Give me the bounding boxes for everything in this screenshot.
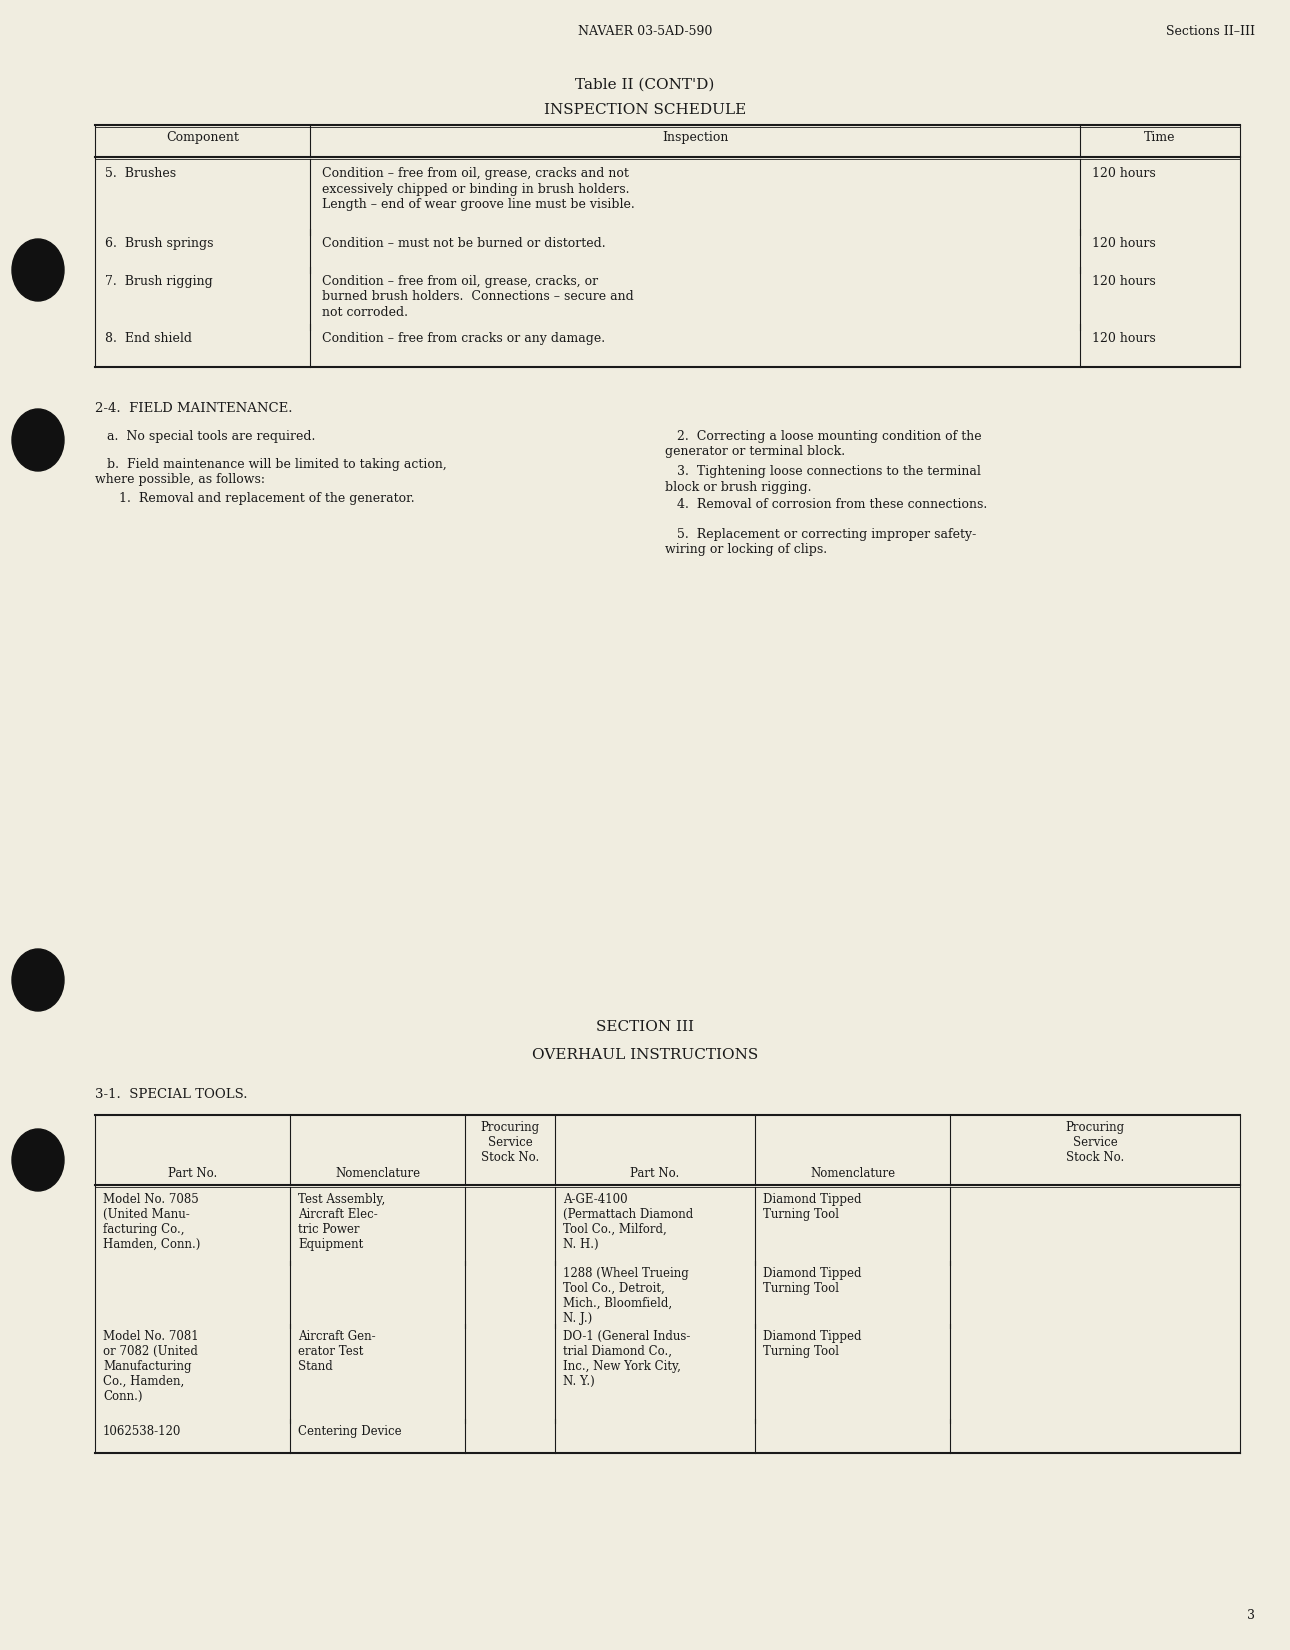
Text: erator Test: erator Test xyxy=(298,1345,364,1358)
Text: Test Assembly,: Test Assembly, xyxy=(298,1193,386,1206)
Text: Manufacturing: Manufacturing xyxy=(103,1360,191,1373)
Text: 1.  Removal and replacement of the generator.: 1. Removal and replacement of the genera… xyxy=(95,492,414,505)
Text: Turning Tool: Turning Tool xyxy=(762,1208,838,1221)
Ellipse shape xyxy=(12,239,64,300)
Text: Model No. 7085: Model No. 7085 xyxy=(103,1193,199,1206)
Text: wiring or locking of clips.: wiring or locking of clips. xyxy=(666,543,827,556)
Text: tric Power: tric Power xyxy=(298,1223,360,1236)
Ellipse shape xyxy=(12,949,64,1011)
Text: Length – end of wear groove line must be visible.: Length – end of wear groove line must be… xyxy=(322,198,635,211)
Text: Condition – free from oil, grease, cracks and not: Condition – free from oil, grease, crack… xyxy=(322,167,630,180)
Text: Conn.): Conn.) xyxy=(103,1389,142,1402)
Text: Co., Hamden,: Co., Hamden, xyxy=(103,1374,184,1388)
Text: A-GE-4100: A-GE-4100 xyxy=(562,1193,628,1206)
Text: SECTION III: SECTION III xyxy=(596,1020,694,1035)
Text: Procuring
Service
Stock No.: Procuring Service Stock No. xyxy=(1066,1120,1125,1163)
Text: 1062538-120: 1062538-120 xyxy=(103,1426,182,1439)
Text: Diamond Tipped: Diamond Tipped xyxy=(762,1330,862,1343)
Text: 5.  Brushes: 5. Brushes xyxy=(104,167,177,180)
Text: Aircraft Gen-: Aircraft Gen- xyxy=(298,1330,375,1343)
Text: 4.  Removal of corrosion from these connections.: 4. Removal of corrosion from these conne… xyxy=(666,498,987,512)
Text: NAVAER 03-5AD-590: NAVAER 03-5AD-590 xyxy=(578,25,712,38)
Text: Model No. 7081: Model No. 7081 xyxy=(103,1330,199,1343)
Text: Aircraft Elec-: Aircraft Elec- xyxy=(298,1208,378,1221)
Text: N. J.): N. J.) xyxy=(562,1312,592,1325)
Text: Inspection: Inspection xyxy=(662,130,728,144)
Text: generator or terminal block.: generator or terminal block. xyxy=(666,446,845,459)
Text: trial Diamond Co.,: trial Diamond Co., xyxy=(562,1345,672,1358)
Text: Nomenclature: Nomenclature xyxy=(335,1167,421,1180)
Text: Procuring
Service
Stock No.: Procuring Service Stock No. xyxy=(480,1120,539,1163)
Text: 2.  Correcting a loose mounting condition of the: 2. Correcting a loose mounting condition… xyxy=(666,431,982,442)
Ellipse shape xyxy=(12,409,64,470)
Text: INSPECTION SCHEDULE: INSPECTION SCHEDULE xyxy=(544,102,746,117)
Text: Part No.: Part No. xyxy=(168,1167,217,1180)
Text: 7.  Brush rigging: 7. Brush rigging xyxy=(104,276,213,289)
Text: Condition – free from cracks or any damage.: Condition – free from cracks or any dama… xyxy=(322,332,605,345)
Text: DO-1 (General Indus-: DO-1 (General Indus- xyxy=(562,1330,690,1343)
Text: Diamond Tipped: Diamond Tipped xyxy=(762,1267,862,1280)
Ellipse shape xyxy=(12,1129,64,1191)
Text: excessively chipped or binding in brush holders.: excessively chipped or binding in brush … xyxy=(322,183,630,195)
Text: Component: Component xyxy=(166,130,239,144)
Text: 120 hours: 120 hours xyxy=(1093,167,1156,180)
Text: not corroded.: not corroded. xyxy=(322,305,408,318)
Text: (United Manu-: (United Manu- xyxy=(103,1208,190,1221)
Text: 120 hours: 120 hours xyxy=(1093,276,1156,289)
Text: Hamden, Conn.): Hamden, Conn.) xyxy=(103,1238,200,1251)
Text: Centering Device: Centering Device xyxy=(298,1426,401,1439)
Text: 3: 3 xyxy=(1247,1609,1255,1622)
Text: Condition – must not be burned or distorted.: Condition – must not be burned or distor… xyxy=(322,238,605,251)
Text: 6.  Brush springs: 6. Brush springs xyxy=(104,238,214,251)
Text: Time: Time xyxy=(1144,130,1175,144)
Text: Turning Tool: Turning Tool xyxy=(762,1345,838,1358)
Text: 3-1.  SPECIAL TOOLS.: 3-1. SPECIAL TOOLS. xyxy=(95,1087,248,1101)
Text: Tool Co., Detroit,: Tool Co., Detroit, xyxy=(562,1282,664,1295)
Text: or 7082 (United: or 7082 (United xyxy=(103,1345,197,1358)
Text: (Permattach Diamond: (Permattach Diamond xyxy=(562,1208,693,1221)
Text: Turning Tool: Turning Tool xyxy=(762,1282,838,1295)
Text: Equipment: Equipment xyxy=(298,1238,364,1251)
Text: a.  No special tools are required.: a. No special tools are required. xyxy=(95,431,315,442)
Text: N. Y.): N. Y.) xyxy=(562,1374,595,1388)
Text: facturing Co.,: facturing Co., xyxy=(103,1223,184,1236)
Text: Table II (CONT'D): Table II (CONT'D) xyxy=(575,78,715,92)
Text: 5.  Replacement or correcting improper safety-: 5. Replacement or correcting improper sa… xyxy=(666,528,977,541)
Text: OVERHAUL INSTRUCTIONS: OVERHAUL INSTRUCTIONS xyxy=(531,1048,759,1063)
Text: Inc., New York City,: Inc., New York City, xyxy=(562,1360,681,1373)
Text: 1288 (Wheel Trueing: 1288 (Wheel Trueing xyxy=(562,1267,689,1280)
Text: Diamond Tipped: Diamond Tipped xyxy=(762,1193,862,1206)
Text: N. H.): N. H.) xyxy=(562,1238,599,1251)
Text: block or brush rigging.: block or brush rigging. xyxy=(666,480,811,493)
Text: Nomenclature: Nomenclature xyxy=(810,1167,895,1180)
Text: Condition – free from oil, grease, cracks, or: Condition – free from oil, grease, crack… xyxy=(322,276,599,289)
Text: 120 hours: 120 hours xyxy=(1093,238,1156,251)
Text: 3.  Tightening loose connections to the terminal: 3. Tightening loose connections to the t… xyxy=(666,465,980,478)
Text: 2-4.  FIELD MAINTENANCE.: 2-4. FIELD MAINTENANCE. xyxy=(95,403,293,416)
Text: Tool Co., Milford,: Tool Co., Milford, xyxy=(562,1223,667,1236)
Text: 8.  End shield: 8. End shield xyxy=(104,332,192,345)
Text: Part No.: Part No. xyxy=(631,1167,680,1180)
Text: Sections II–III: Sections II–III xyxy=(1166,25,1255,38)
Text: burned brush holders.  Connections – secure and: burned brush holders. Connections – secu… xyxy=(322,290,633,304)
Text: 120 hours: 120 hours xyxy=(1093,332,1156,345)
Text: Stand: Stand xyxy=(298,1360,333,1373)
Text: Mich., Bloomfield,: Mich., Bloomfield, xyxy=(562,1297,672,1310)
Text: where possible, as follows:: where possible, as follows: xyxy=(95,474,264,487)
Text: b.  Field maintenance will be limited to taking action,: b. Field maintenance will be limited to … xyxy=(95,459,446,470)
